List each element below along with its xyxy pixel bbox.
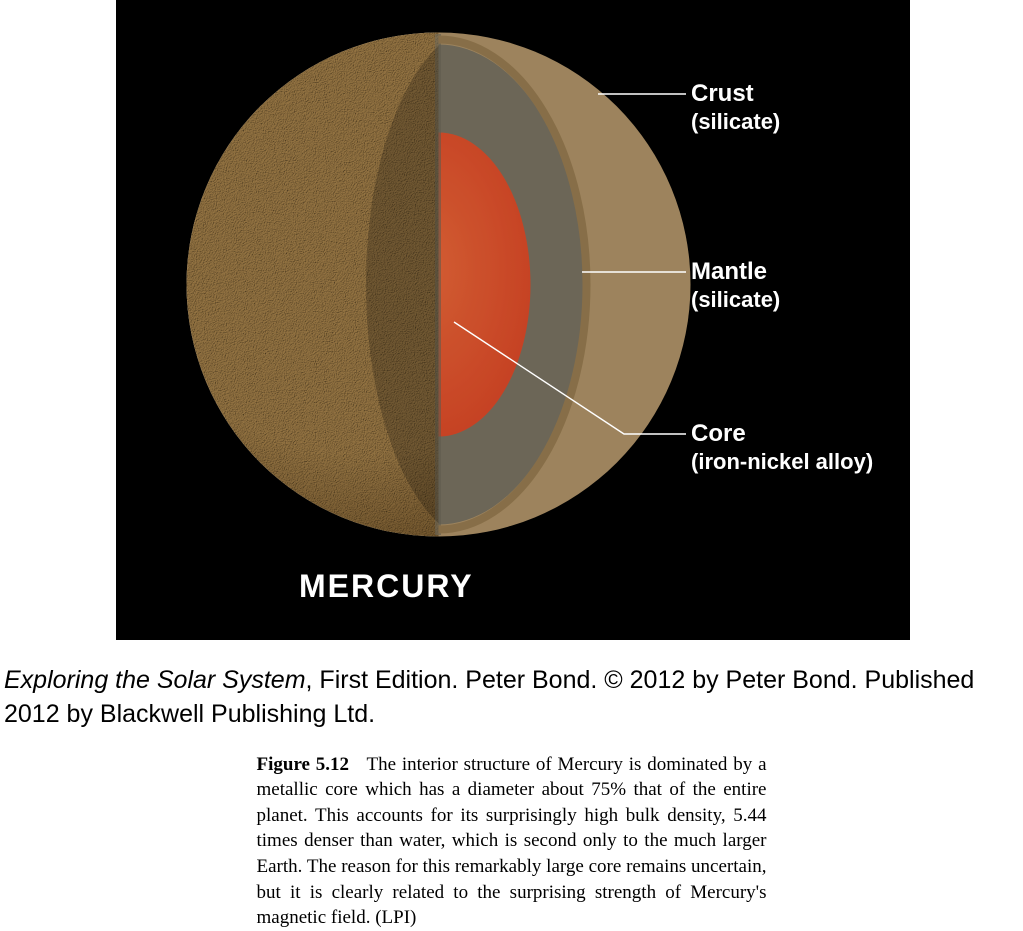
label-mantle-sub: (silicate) — [691, 287, 780, 313]
label-core: Core (iron-nickel alloy) — [691, 420, 873, 475]
mercury-cutaway-figure: Crust (silicate) Mantle (silicate) Core … — [116, 0, 910, 640]
figure-label: Figure 5.12 — [257, 754, 350, 775]
figure-caption: Figure 5.12 The interior structure of Me… — [257, 752, 767, 931]
label-core-sub: (iron-nickel alloy) — [691, 449, 873, 475]
label-mantle: Mantle (silicate) — [691, 258, 780, 313]
book-title: Exploring the Solar System — [4, 666, 306, 694]
label-crust-name: Crust — [691, 80, 780, 109]
label-crust: Crust (silicate) — [691, 80, 780, 135]
label-crust-sub: (silicate) — [691, 109, 780, 135]
planet-title: MERCURY — [299, 568, 474, 605]
label-mantle-name: Mantle — [691, 258, 780, 287]
label-core-name: Core — [691, 420, 873, 449]
planet-diagram — [186, 32, 691, 537]
credit-line: Exploring the Solar System, First Editio… — [4, 664, 1019, 732]
caption-text: The interior structure of Mercury is dom… — [257, 754, 767, 929]
